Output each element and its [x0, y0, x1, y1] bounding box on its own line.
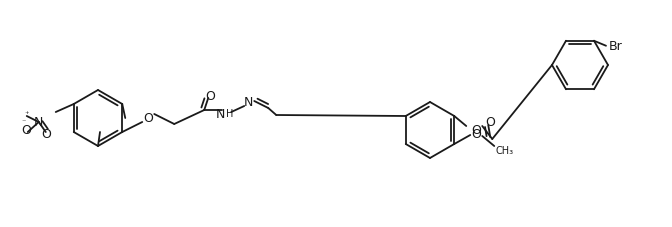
Text: CH₃: CH₃ — [495, 146, 513, 156]
Text: O: O — [41, 128, 50, 141]
Text: O: O — [206, 89, 215, 103]
Text: H: H — [226, 109, 234, 119]
Text: O: O — [21, 123, 31, 136]
Text: N: N — [243, 96, 253, 109]
Text: ⁻: ⁻ — [22, 118, 26, 126]
Text: ⁺: ⁺ — [24, 109, 29, 118]
Text: N: N — [34, 116, 44, 128]
Text: Br: Br — [609, 40, 623, 53]
Text: O: O — [471, 123, 481, 136]
Text: O: O — [471, 128, 481, 141]
Text: O: O — [485, 116, 495, 129]
Text: O: O — [143, 111, 153, 124]
Text: N: N — [216, 108, 225, 121]
